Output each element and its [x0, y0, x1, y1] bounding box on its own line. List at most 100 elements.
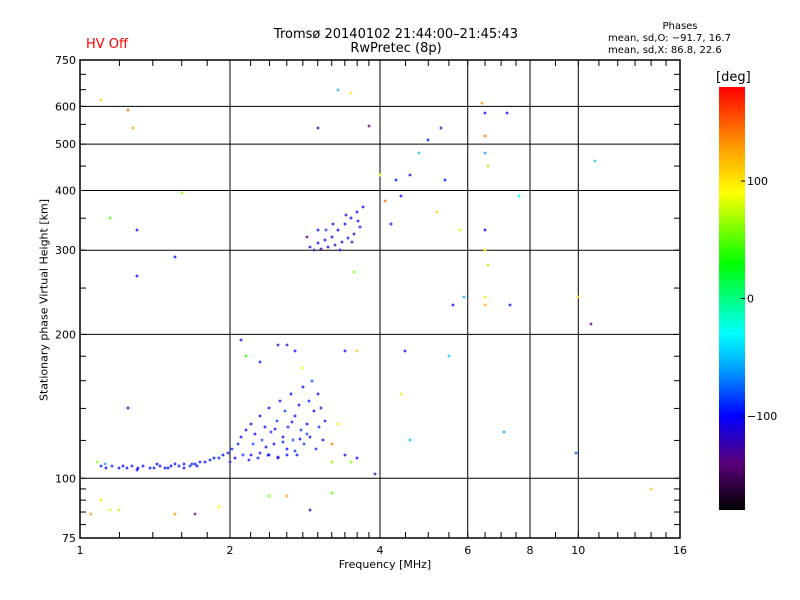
data-point-v	[484, 295, 486, 299]
data-point-v	[153, 466, 155, 470]
data-point-v	[459, 228, 461, 232]
data-point	[258, 451, 262, 455]
data-point-v	[199, 460, 201, 464]
data-point	[338, 248, 342, 252]
data-point-v	[331, 491, 333, 495]
data-point	[281, 435, 285, 439]
data-point-v	[131, 464, 133, 468]
data-point-v	[308, 399, 310, 403]
data-point-v	[324, 238, 326, 242]
data-point-v	[463, 295, 465, 299]
data-point	[576, 295, 580, 299]
data-point-v	[341, 240, 343, 244]
data-point-v	[234, 456, 236, 460]
data-point-v	[218, 456, 220, 460]
data-point	[180, 191, 184, 195]
data-point	[336, 88, 340, 92]
data-point-v	[245, 354, 247, 358]
data-point	[297, 403, 301, 407]
data-point	[148, 466, 152, 470]
data-point	[152, 466, 156, 470]
data-point-v	[452, 303, 454, 307]
data-point-v	[306, 235, 308, 239]
data-point-v	[183, 462, 185, 466]
data-point	[505, 111, 509, 115]
data-point-v	[322, 438, 324, 442]
data-point-v	[250, 453, 252, 457]
data-point	[399, 392, 403, 396]
data-point	[343, 349, 347, 353]
data-point-v	[137, 466, 139, 470]
data-point-v	[277, 455, 279, 459]
data-point-v	[356, 210, 358, 214]
data-point-v	[337, 88, 339, 92]
data-point	[203, 460, 207, 464]
data-point-v	[318, 425, 320, 429]
data-point	[323, 419, 327, 423]
data-point	[258, 414, 262, 418]
data-point-v	[286, 494, 288, 498]
data-point-v	[650, 487, 652, 491]
data-point-v	[311, 379, 313, 383]
data-point	[350, 240, 354, 244]
data-point-v	[259, 414, 261, 418]
data-point	[330, 442, 334, 446]
data-point-v	[444, 178, 446, 182]
data-point-v	[379, 173, 381, 177]
data-point-v	[118, 508, 120, 512]
data-point	[285, 343, 289, 347]
data-point-v	[368, 124, 370, 128]
data-point	[267, 494, 271, 498]
data-point	[355, 349, 359, 353]
data-point	[319, 247, 323, 251]
plot-frame	[79, 59, 681, 539]
data-point-v	[337, 422, 339, 426]
data-point	[483, 151, 487, 155]
chart-subtitle: RwPretec (8p)	[350, 41, 442, 56]
data-point-v	[325, 228, 327, 232]
data-point	[305, 235, 309, 239]
data-point-v	[194, 462, 196, 466]
data-point	[352, 232, 356, 236]
data-point-v	[302, 366, 304, 370]
data-point-v	[290, 392, 292, 396]
y-tick-label: 75	[62, 532, 76, 545]
data-point	[593, 159, 597, 163]
data-point-v	[127, 108, 129, 112]
data-point-v	[390, 222, 392, 226]
colorbar-tick-label: 100	[747, 175, 768, 188]
data-point	[198, 460, 202, 464]
data-point-v	[254, 432, 256, 436]
data-point	[173, 512, 177, 516]
data-point	[193, 462, 197, 466]
data-point-v	[222, 453, 224, 457]
data-point	[263, 425, 267, 429]
data-point-v	[174, 255, 176, 259]
data-point	[301, 385, 305, 389]
data-point-v	[282, 440, 284, 444]
data-point-v	[306, 432, 308, 436]
data-point-v	[245, 428, 247, 432]
data-point-v	[170, 464, 172, 468]
data-point	[439, 126, 443, 130]
data-point-v	[248, 458, 250, 462]
data-point	[517, 194, 521, 198]
data-point	[276, 455, 280, 459]
data-point-v	[132, 126, 134, 130]
data-point-v	[250, 422, 252, 426]
data-point-v	[337, 228, 339, 232]
data-point	[447, 354, 451, 358]
data-point-v	[506, 111, 508, 115]
data-point	[182, 462, 186, 466]
data-point	[99, 498, 103, 502]
data-point-v	[294, 449, 296, 453]
data-point-v	[309, 508, 311, 512]
data-point-v	[345, 213, 347, 217]
data-point	[136, 466, 140, 470]
hv-status: HV Off	[86, 37, 128, 52]
data-point-v	[136, 274, 138, 278]
data-point-v	[353, 232, 355, 236]
y-tick-label: 500	[55, 138, 76, 151]
data-point	[399, 194, 403, 198]
